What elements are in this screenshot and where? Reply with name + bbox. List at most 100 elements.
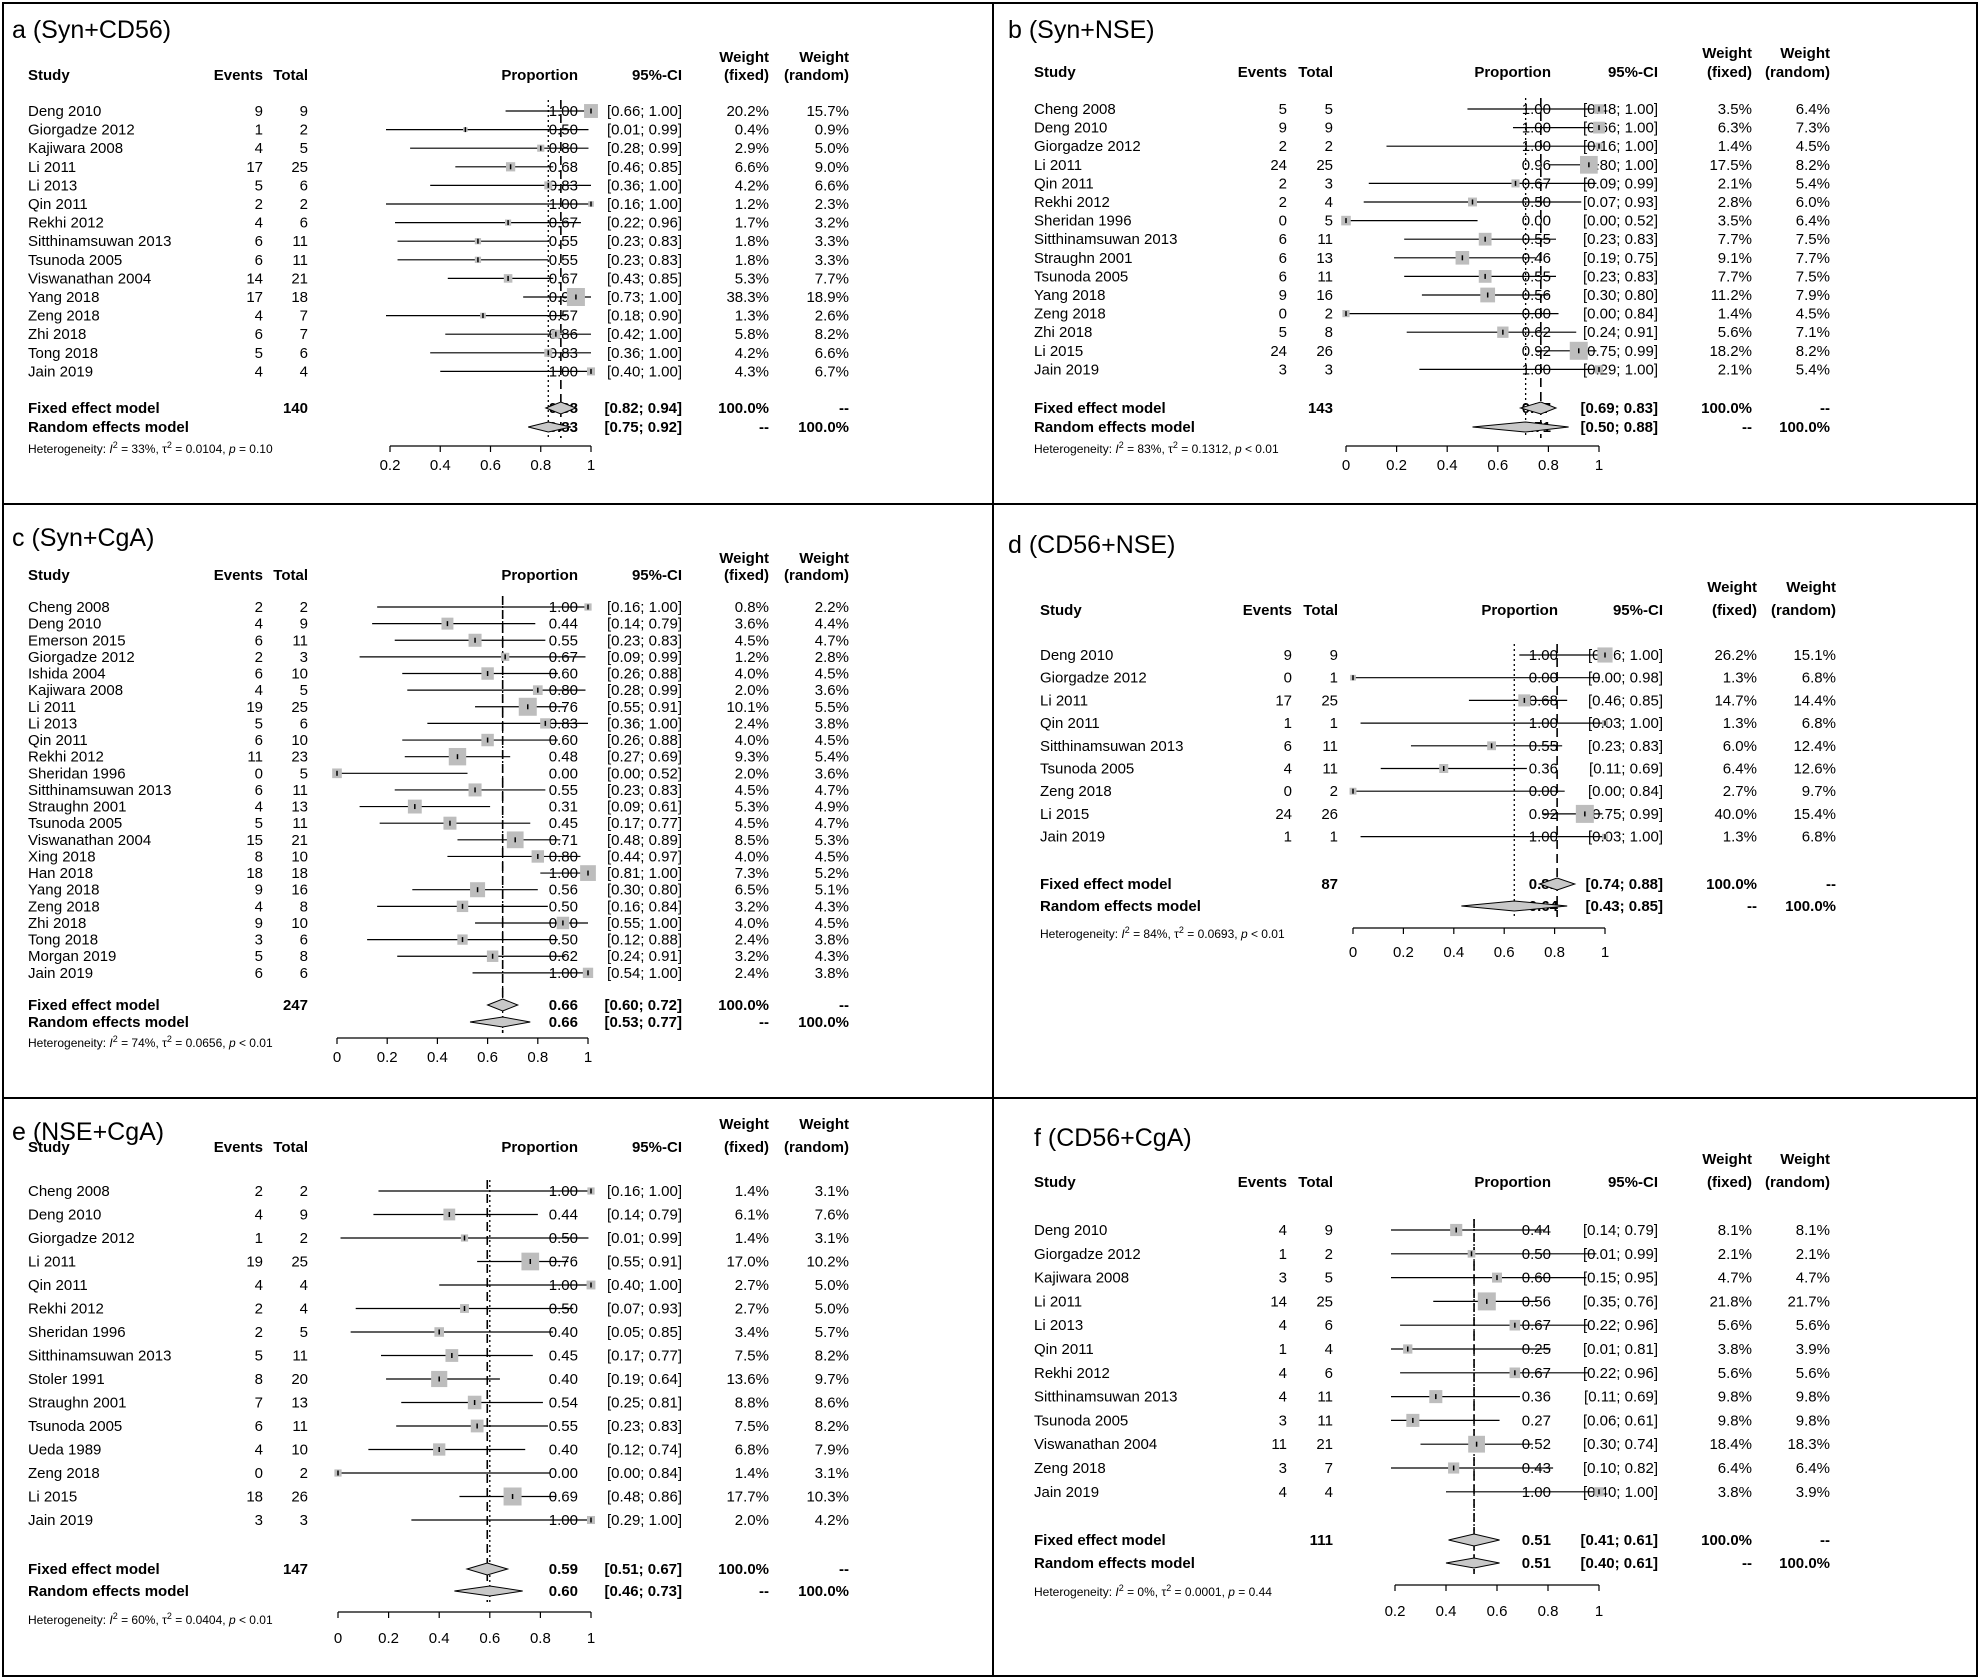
study-name: Sheridan 1996 xyxy=(1034,213,1132,230)
total-value: 11 xyxy=(1322,738,1338,755)
ci-value: [0.00; 0.84] xyxy=(1583,306,1658,323)
study-name: Qin 2011 xyxy=(28,1277,88,1294)
header-events: Events xyxy=(214,67,263,84)
events-value: 4 xyxy=(1279,1365,1287,1382)
study-name: Jain 2019 xyxy=(28,965,93,982)
fixed-effect-label: Fixed effect model xyxy=(1034,400,1166,417)
header-weight-fixed: Weight xyxy=(719,550,769,567)
ci-value: [0.17; 0.77] xyxy=(607,815,682,832)
summary-diamond xyxy=(486,998,520,1012)
fixed-effect-label: Fixed effect model xyxy=(28,400,160,417)
study-name: Giorgadze 2012 xyxy=(1034,1246,1141,1263)
panel-border xyxy=(992,1097,1978,1677)
study-name: Li 2011 xyxy=(28,699,76,716)
random-effect-weight-random: 100.0% xyxy=(1779,1555,1830,1572)
ci-value: [0.24; 0.91] xyxy=(607,948,682,965)
fixed-effect-ci: [0.51; 0.67] xyxy=(604,1561,682,1578)
weight-random-value: 4.5% xyxy=(1796,138,1830,155)
ci-value: [0.12; 0.74] xyxy=(607,1442,682,1459)
weight-random-value: 3.3% xyxy=(815,252,849,269)
heterogeneity-part: = 0%, xyxy=(1124,1585,1162,1599)
total-value: 10 xyxy=(291,915,308,932)
weight-random-value: 10.2% xyxy=(806,1254,849,1271)
header-events: Events xyxy=(1238,1174,1287,1191)
study-row: Sitthinamsuwan 2013 6 11 0.55 [0.23; 0.83] 6.… xyxy=(1040,738,1836,755)
weight-random-value: 3.1% xyxy=(815,1465,849,1482)
total-value: 21 xyxy=(291,270,308,287)
fixed-effect-ci: [0.41; 0.61] xyxy=(1580,1532,1658,1549)
weight-fixed-value: 7.7% xyxy=(1718,268,1752,285)
weight-fixed-value: 5.3% xyxy=(735,270,769,287)
weight-fixed-value: 4.5% xyxy=(735,782,769,799)
proportion-value: 0.68 xyxy=(549,159,578,176)
heterogeneity-part: Heterogeneity: xyxy=(28,442,109,456)
weight-fixed-value: 3.2% xyxy=(735,898,769,915)
weight-random-value: 8.2% xyxy=(1796,343,1830,360)
x-tick-label: 0.8 xyxy=(530,457,551,474)
total-value: 6 xyxy=(300,932,308,949)
weight-fixed-value: 13.6% xyxy=(726,1371,769,1388)
total-value: 2 xyxy=(300,196,308,213)
events-value: 7 xyxy=(255,1395,263,1412)
study-name: Zeng 2018 xyxy=(1040,783,1112,800)
weight-random-value: 3.9% xyxy=(1796,1341,1830,1358)
header-ci: 95%-CI xyxy=(632,67,682,84)
x-tick-label: 1 xyxy=(1595,457,1603,474)
total-value: 6 xyxy=(1325,1317,1333,1334)
ci-value: [0.40; 1.00] xyxy=(607,363,682,380)
heterogeneity-part: I xyxy=(109,1036,113,1050)
ci-value: [0.23; 0.83] xyxy=(1583,268,1658,285)
study-row: Li 2011 24 25 0.96 [0.80; 1.00] 17.5% 8.2% xyxy=(1034,155,1830,174)
ci-value: [0.80; 1.00] xyxy=(1583,157,1658,174)
heterogeneity-part: I xyxy=(1115,1585,1119,1599)
total-events: 247 xyxy=(283,997,308,1014)
study-row: Qin 2011 2 2 1.00 [0.16; 1.00] 1.2% 2.3% xyxy=(28,196,849,213)
total-value: 9 xyxy=(1330,647,1338,664)
weight-fixed-value: 1.4% xyxy=(735,1465,769,1482)
random-effect-weight-random: 100.0% xyxy=(798,1014,849,1031)
random-effect-row: Random effects model 0.60 [0.46; 0.73] -- 10… xyxy=(28,1583,849,1600)
ci-value: [0.81; 1.00] xyxy=(607,865,682,882)
study-name: Zeng 2018 xyxy=(1034,1460,1106,1477)
fixed-effect-row: Fixed effect model 147 0.59 [0.51; 0.67] 100… xyxy=(28,1561,849,1578)
weight-fixed-value: 1.3% xyxy=(1723,670,1757,687)
weight-fixed-value: 3.8% xyxy=(1718,1341,1752,1358)
weight-fixed-value: 3.4% xyxy=(735,1324,769,1341)
events-value: 4 xyxy=(255,363,263,380)
events-value: 11 xyxy=(247,749,263,766)
weight-random-value: 6.0% xyxy=(1796,194,1830,211)
x-tick-label: 0 xyxy=(333,1049,341,1066)
x-tick-label: 0.8 xyxy=(530,1630,551,1647)
weight-random-value: 4.5% xyxy=(815,666,849,683)
study-name: Straughn 2001 xyxy=(28,1395,126,1412)
heterogeneity-part: Heterogeneity: xyxy=(1040,927,1121,941)
study-name: Tsunoda 2005 xyxy=(28,252,122,269)
proportion-value: 0.45 xyxy=(549,1348,578,1365)
study-row: Jain 2019 4 4 1.00 [0.40; 1.00] 3.8% 3.9% xyxy=(1034,1484,1830,1501)
proportion-value: 0.60 xyxy=(549,732,578,749)
x-tick-label: 1 xyxy=(1595,1603,1603,1620)
forest-panel-c: c (Syn+CgA) Study Events Total Proportion 95%… xyxy=(2,503,994,1099)
study-row: Ishida 2004 6 10 0.60 [0.26; 0.88] 4.0% 4.5% xyxy=(28,666,849,683)
weight-fixed-value: 26.2% xyxy=(1714,647,1757,664)
ci-value: [0.07; 0.93] xyxy=(1583,194,1658,211)
summary-diamond xyxy=(528,421,572,433)
fixed-effect-row: Fixed effect model 247 0.66 [0.60; 0.72] 100… xyxy=(28,997,849,1014)
random-effect-label: Random effects model xyxy=(28,1014,189,1031)
weight-fixed-value: 17.7% xyxy=(726,1489,769,1506)
events-value: 5 xyxy=(255,715,263,732)
study-name: Rekhi 2012 xyxy=(1034,1365,1110,1382)
events-value: 18 xyxy=(246,1489,263,1506)
weight-fixed-value: 5.8% xyxy=(735,326,769,343)
study-name: Qin 2011 xyxy=(28,732,88,749)
weight-random-value: 15.4% xyxy=(1793,806,1836,823)
study-name: Straughn 2001 xyxy=(1034,250,1132,267)
study-row: Li 2015 18 26 0.69 [0.48; 0.86] 17.7% 10.3% xyxy=(28,1487,849,1506)
total-value: 4 xyxy=(300,1301,308,1318)
header-study: Study xyxy=(1034,64,1076,81)
total-value: 5 xyxy=(1325,101,1333,118)
study-row: Tsunoda 2005 5 11 0.45 [0.17; 0.77] 4.5% 4.7% xyxy=(28,815,849,832)
weight-fixed-value: 4.0% xyxy=(735,666,769,683)
heterogeneity-part: 2 xyxy=(167,1034,172,1044)
random-effect-row: Random effects model 0.51 [0.40; 0.61] -- 10… xyxy=(1034,1555,1830,1572)
